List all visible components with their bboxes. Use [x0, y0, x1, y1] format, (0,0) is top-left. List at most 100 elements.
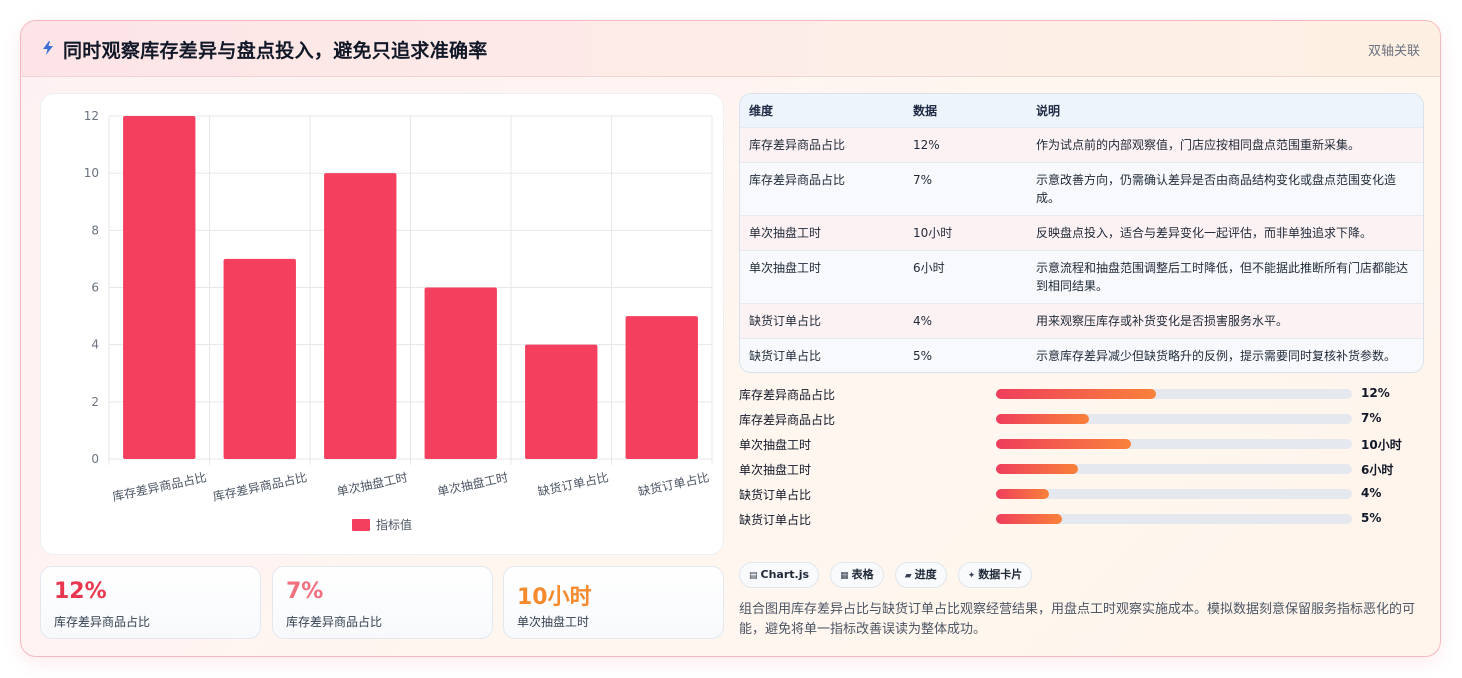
table-cell: 示意改善方向，仍需确认差异是否由商品结构变化或盘点范围变化造成。: [1027, 161, 1423, 215]
x-tick-label: 单次抽盘工时: [335, 469, 409, 499]
table-cell: 库存差异商品占比: [740, 126, 904, 162]
progress-track: [996, 464, 1352, 474]
card-header: 同时观察库存差异与盘点投入，避免只追求准确率 双轴关联: [21, 21, 1440, 77]
kpi-value: 10小时: [517, 585, 592, 610]
dashboard-card: 同时观察库存差异与盘点投入，避免只追求准确率 双轴关联 0 2 4 6 8 10 12 库存差…: [20, 20, 1441, 657]
kpi-card: 12% 库存差异商品占比: [40, 566, 261, 639]
progress-label: 缺货订单占比: [739, 513, 812, 527]
table-cell: 示意库存差异减少但缺货略升的反例，提示需要同时复核补货参数。: [1027, 337, 1423, 372]
x-tick-label: 缺货订单占比: [536, 469, 610, 499]
progress-track: [996, 439, 1352, 449]
progress-value: 10小时: [1361, 438, 1402, 452]
table-cell: 反映盘点投入，适合与差异变化一起评估，而非单独追求下降。: [1027, 214, 1423, 250]
kpi-label: 库存差异商品占比: [286, 615, 383, 629]
progress-label: 单次抽盘工时: [739, 438, 812, 452]
table-row: 库存差异商品占比 12% 作为试点前的内部观察值，门店应按相同盘点范围重新采集。: [740, 126, 1423, 162]
kpi-value: 7%: [286, 579, 324, 604]
table-row: 单次抽盘工时 6小时 示意流程和抽盘范围调整后工时降低，但不能据此推断所有门店都…: [740, 249, 1423, 303]
sparkle-icon: ✦: [967, 571, 976, 581]
table-cell: 10小时: [904, 214, 1027, 250]
table-cell: 12%: [904, 126, 1027, 162]
x-tick-label: 单次抽盘工时: [436, 469, 510, 499]
y-tick-label: 4: [91, 338, 99, 352]
chip-table[interactable]: ▦ 表格: [830, 562, 884, 588]
progress-row: 单次抽盘工时 10小时: [739, 433, 1424, 458]
page-title: 同时观察库存差异与盘点投入，避免只追求准确率: [63, 40, 488, 62]
progress-fill: [996, 489, 1050, 499]
chip-data-card[interactable]: ✦ 数据卡片: [957, 562, 1033, 588]
header-tag: 双轴关联: [1367, 44, 1420, 59]
y-tick-label: 2: [91, 395, 99, 409]
progress-value: 6小时: [1361, 463, 1394, 477]
table-cell: 单次抽盘工时: [740, 214, 904, 250]
progress-track: [996, 414, 1352, 424]
bar: [223, 258, 296, 459]
table-row: 库存差异商品占比 7% 示意改善方向，仍需确认差异是否由商品结构变化或盘点范围变…: [740, 161, 1423, 215]
chip-label: 表格: [851, 568, 874, 581]
progress-list: 库存差异商品占比 12% 库存差异商品占比 7% 单次抽盘工时 10小时 单次抽盘工时 6小时…: [739, 383, 1424, 533]
table-cell: 4%: [904, 302, 1027, 338]
progress-fill: [996, 464, 1078, 474]
y-tick-label: 10: [84, 166, 99, 180]
progress-fill: [996, 514, 1062, 524]
kpi-value: 12%: [54, 579, 107, 604]
kpi-card: 10小时 单次抽盘工时: [503, 566, 724, 639]
table-row: 缺货订单占比 5% 示意库存差异减少但缺货略升的反例，提示需要同时复核补货参数。: [740, 337, 1423, 372]
progress-track: [996, 389, 1352, 399]
progress-fill: [996, 414, 1089, 424]
y-tick-label: 12: [84, 109, 99, 123]
column-header: 说明: [1036, 103, 1061, 118]
kpi-card: 7% 库存差异商品占比: [272, 566, 493, 639]
progress-label: 单次抽盘工时: [739, 463, 812, 477]
table-cell: 5%: [904, 337, 1027, 372]
y-tick-label: 8: [91, 223, 99, 237]
progress-value: 5%: [1361, 511, 1382, 525]
description-text: 组合图用库存差异占比与缺货订单占比观察经营结果，用盘点工时观察实施成本。模拟数据…: [739, 602, 1416, 637]
progress-label: 库存差异商品占比: [739, 413, 836, 427]
table-cell: 用来观察压库存或补货变化是否损害服务水平。: [1027, 302, 1423, 338]
progress-track: [996, 489, 1352, 499]
lightning-icon: [43, 41, 53, 55]
table-cell: 作为试点前的内部观察值，门店应按相同盘点范围重新采集。: [1027, 126, 1423, 162]
bar: [525, 344, 598, 459]
table-icon: ▦: [840, 571, 849, 581]
chip-label: 进度: [914, 568, 937, 581]
legend-swatch: [352, 519, 370, 531]
progress-row: 库存差异商品占比 12%: [739, 383, 1424, 408]
bar-chart-panel: 0 2 4 6 8 10 12 库存差异商品占比 库存差异商品占比 单次抽盘工时 单次抽盘工时 缺货订…: [40, 93, 724, 555]
kpi-label: 单次抽盘工时: [517, 615, 590, 629]
column-header: 数据: [913, 103, 938, 118]
progress-fill: [996, 389, 1157, 399]
table-header-row: 维度 数据 说明: [740, 94, 1423, 127]
table-cell: 库存差异商品占比: [740, 161, 904, 215]
data-table-panel: 维度 数据 说明 库存差异商品占比 12% 作为试点前的内部观察值，门店应按相同…: [739, 93, 1424, 373]
legend-label: 指标值: [376, 517, 412, 532]
chart-icon: ▤: [749, 571, 758, 581]
y-tick-label: 0: [91, 452, 99, 466]
progress-row: 缺货订单占比 5%: [739, 508, 1424, 533]
table-cell: 6小时: [904, 249, 1027, 303]
progress-row: 单次抽盘工时 6小时: [739, 458, 1424, 483]
table-row: 缺货订单占比 4% 用来观察压库存或补货变化是否损害服务水平。: [740, 302, 1423, 338]
column-header: 维度: [749, 103, 774, 118]
kpi-label: 库存差异商品占比: [54, 615, 151, 629]
bar: [424, 287, 497, 459]
bar: [123, 116, 196, 459]
progress-value: 7%: [1361, 411, 1382, 425]
chip-progress[interactable]: ▰ 进度: [894, 562, 947, 588]
progress-icon: ▰: [904, 571, 912, 581]
progress-label: 库存差异商品占比: [739, 388, 836, 402]
data-table: 维度 数据 说明 库存差异商品占比 12% 作为试点前的内部观察值，门店应按相同…: [740, 94, 1423, 372]
progress-fill: [996, 439, 1132, 449]
tech-chips: ▤ Chart.js ▦ 表格 ▰ 进度 ✦ 数据卡片: [739, 562, 1038, 588]
progress-row: 缺货订单占比 4%: [739, 483, 1424, 508]
chip-chartjs[interactable]: ▤ Chart.js: [739, 562, 820, 588]
table-cell: 单次抽盘工时: [740, 249, 904, 303]
table-row: 单次抽盘工时 10小时 反映盘点投入，适合与差异变化一起评估，而非单独追求下降。: [740, 214, 1423, 250]
progress-label: 缺货订单占比: [739, 488, 812, 502]
chip-label: 数据卡片: [978, 568, 1023, 581]
progress-track: [996, 514, 1352, 524]
x-tick-label: 缺货订单占比: [637, 469, 711, 499]
bar: [324, 173, 397, 459]
